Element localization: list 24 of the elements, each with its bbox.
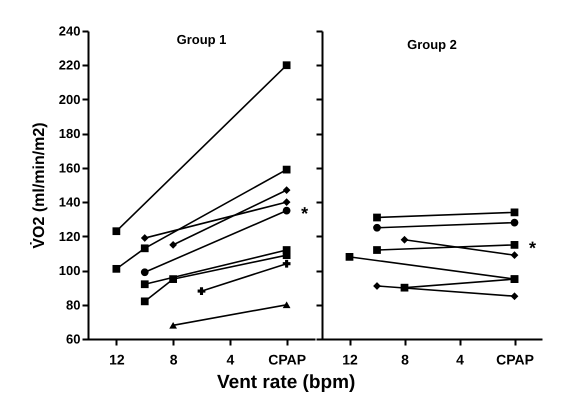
y-tick-label: 180	[58, 126, 80, 142]
y-tick-label: 160	[58, 160, 80, 176]
annotation: *	[528, 238, 536, 258]
y-tick-label: 140	[58, 194, 80, 210]
y-tick-label: 120	[58, 228, 80, 244]
y-tick-label: 240	[58, 24, 80, 38]
x-tick-label: 4	[226, 352, 234, 368]
x-tick-label: 12	[109, 352, 125, 368]
annotation: *	[301, 204, 308, 224]
chart-title: Group 1	[176, 32, 226, 47]
x-tick-label: 12	[342, 352, 358, 368]
x-tick-label: CPAP	[268, 352, 306, 368]
text: Group 2	[407, 37, 457, 52]
y-axis-title: V̇O2 (ml/min/m2)	[30, 122, 48, 249]
y-tick-label: 60	[66, 332, 80, 346]
x-tick-label: 8	[170, 352, 178, 368]
x-axis-title: Vent rate (bpm)	[217, 372, 356, 393]
y-tick-label: 100	[58, 263, 80, 278]
x-tick-label: 4	[456, 352, 464, 368]
y-tick-label: 220	[58, 58, 80, 73]
x-tick-label: CPAP	[496, 352, 534, 368]
y-tick-label: 200	[58, 92, 80, 107]
y-tick-label: 80	[66, 297, 80, 312]
x-tick-label: 8	[401, 352, 410, 368]
